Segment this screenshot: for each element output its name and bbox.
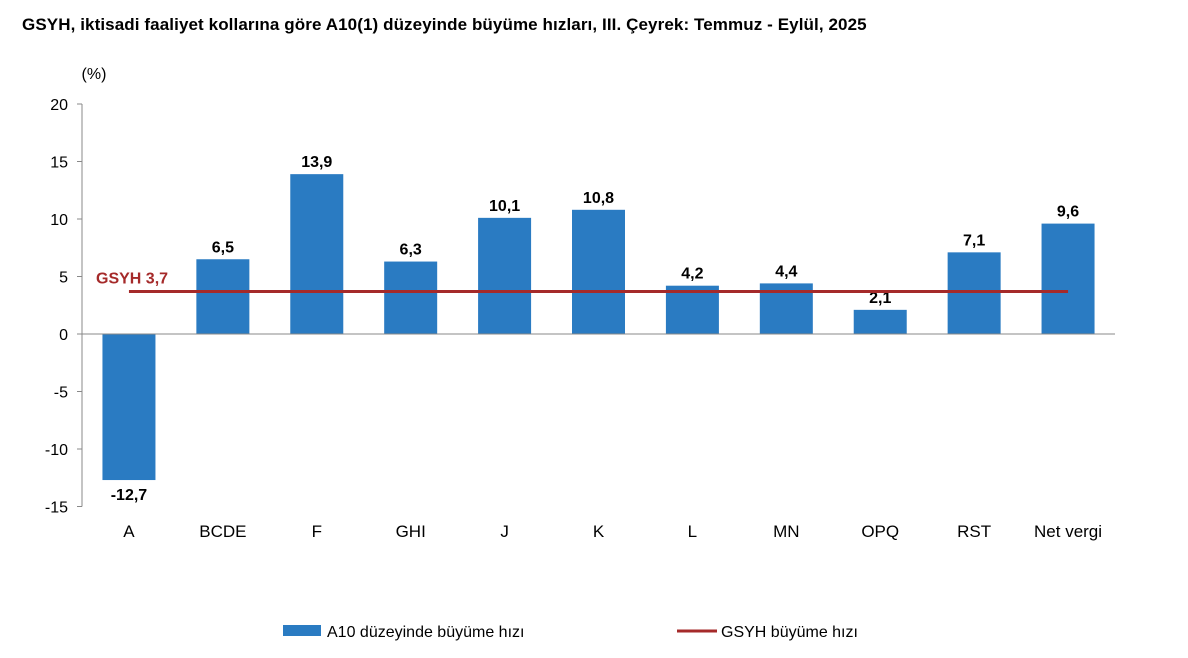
chart-title: GSYH, iktisadi faaliyet kollarına göre A… [22,15,867,34]
x-tick-label: J [500,522,509,541]
bars-group: -12,7 6,5 13,9 6,3 10,1 10,8 4,2 4,4 2,1 7,1 9,6 [102,154,1095,504]
x-tick-label: RST [957,522,991,541]
y-tick-label: 5 [59,270,68,287]
legend-bar-label: A10 düzeyinde büyüme hızı [327,624,524,641]
bar-bcde [196,259,250,334]
bar-ghi [384,261,438,334]
y-tick-label: -15 [45,500,68,517]
bar-net-vergi [1041,223,1095,334]
data-label: 9,6 [1057,204,1079,221]
x-axis: A BCDE F GHI J K L MN OPQ RST Net vergi [82,333,1115,541]
data-label: 10,8 [583,190,614,207]
data-label: 6,3 [400,242,422,259]
y-axis-unit-label: (%) [82,66,107,83]
y-tick-label: 20 [50,97,68,114]
bar-f [290,174,344,334]
data-label: 6,5 [212,239,234,256]
data-label: 4,4 [775,263,797,280]
bar-rst [947,252,1001,334]
legend: A10 düzeyinde büyüme hızı GSYH büyüme hız… [283,624,858,641]
data-label: -12,7 [111,487,148,504]
x-tick-label: F [312,522,322,541]
bar-l [665,285,719,334]
y-tick-label: 15 [50,155,68,172]
y-tick-label: -10 [45,442,68,459]
x-tick-label: BCDE [199,522,246,541]
x-tick-label: GHI [396,522,426,541]
x-tick-label: OPQ [861,522,899,541]
data-label: 13,9 [301,154,332,171]
y-tick-label: -5 [54,385,68,402]
x-tick-label: A [123,522,135,541]
x-tick-label: MN [773,522,799,541]
bar-a [102,334,156,481]
legend-line-label: GSYH büyüme hızı [721,624,858,641]
y-tick-label: 10 [50,212,68,229]
data-label: 4,2 [681,266,703,283]
data-label: 7,1 [963,232,985,249]
x-tick-label: Net vergi [1034,522,1102,541]
bar-k [572,209,625,334]
data-label: 2,1 [869,290,891,307]
gdp-reference-label: GSYH 3,7 [96,270,168,287]
y-tick-label: 0 [59,327,68,344]
x-tick-label: L [688,522,697,541]
x-tick-label: K [593,522,605,541]
legend-bar-swatch [283,625,321,636]
gdp-reference-line-group: GSYH 3,7 [96,270,1069,293]
bar-opq [853,309,907,334]
y-axis: 20 15 10 5 0 -5 -10 -15 (%) [45,66,107,517]
data-label: 10,1 [489,198,520,215]
bar-j [478,217,532,334]
